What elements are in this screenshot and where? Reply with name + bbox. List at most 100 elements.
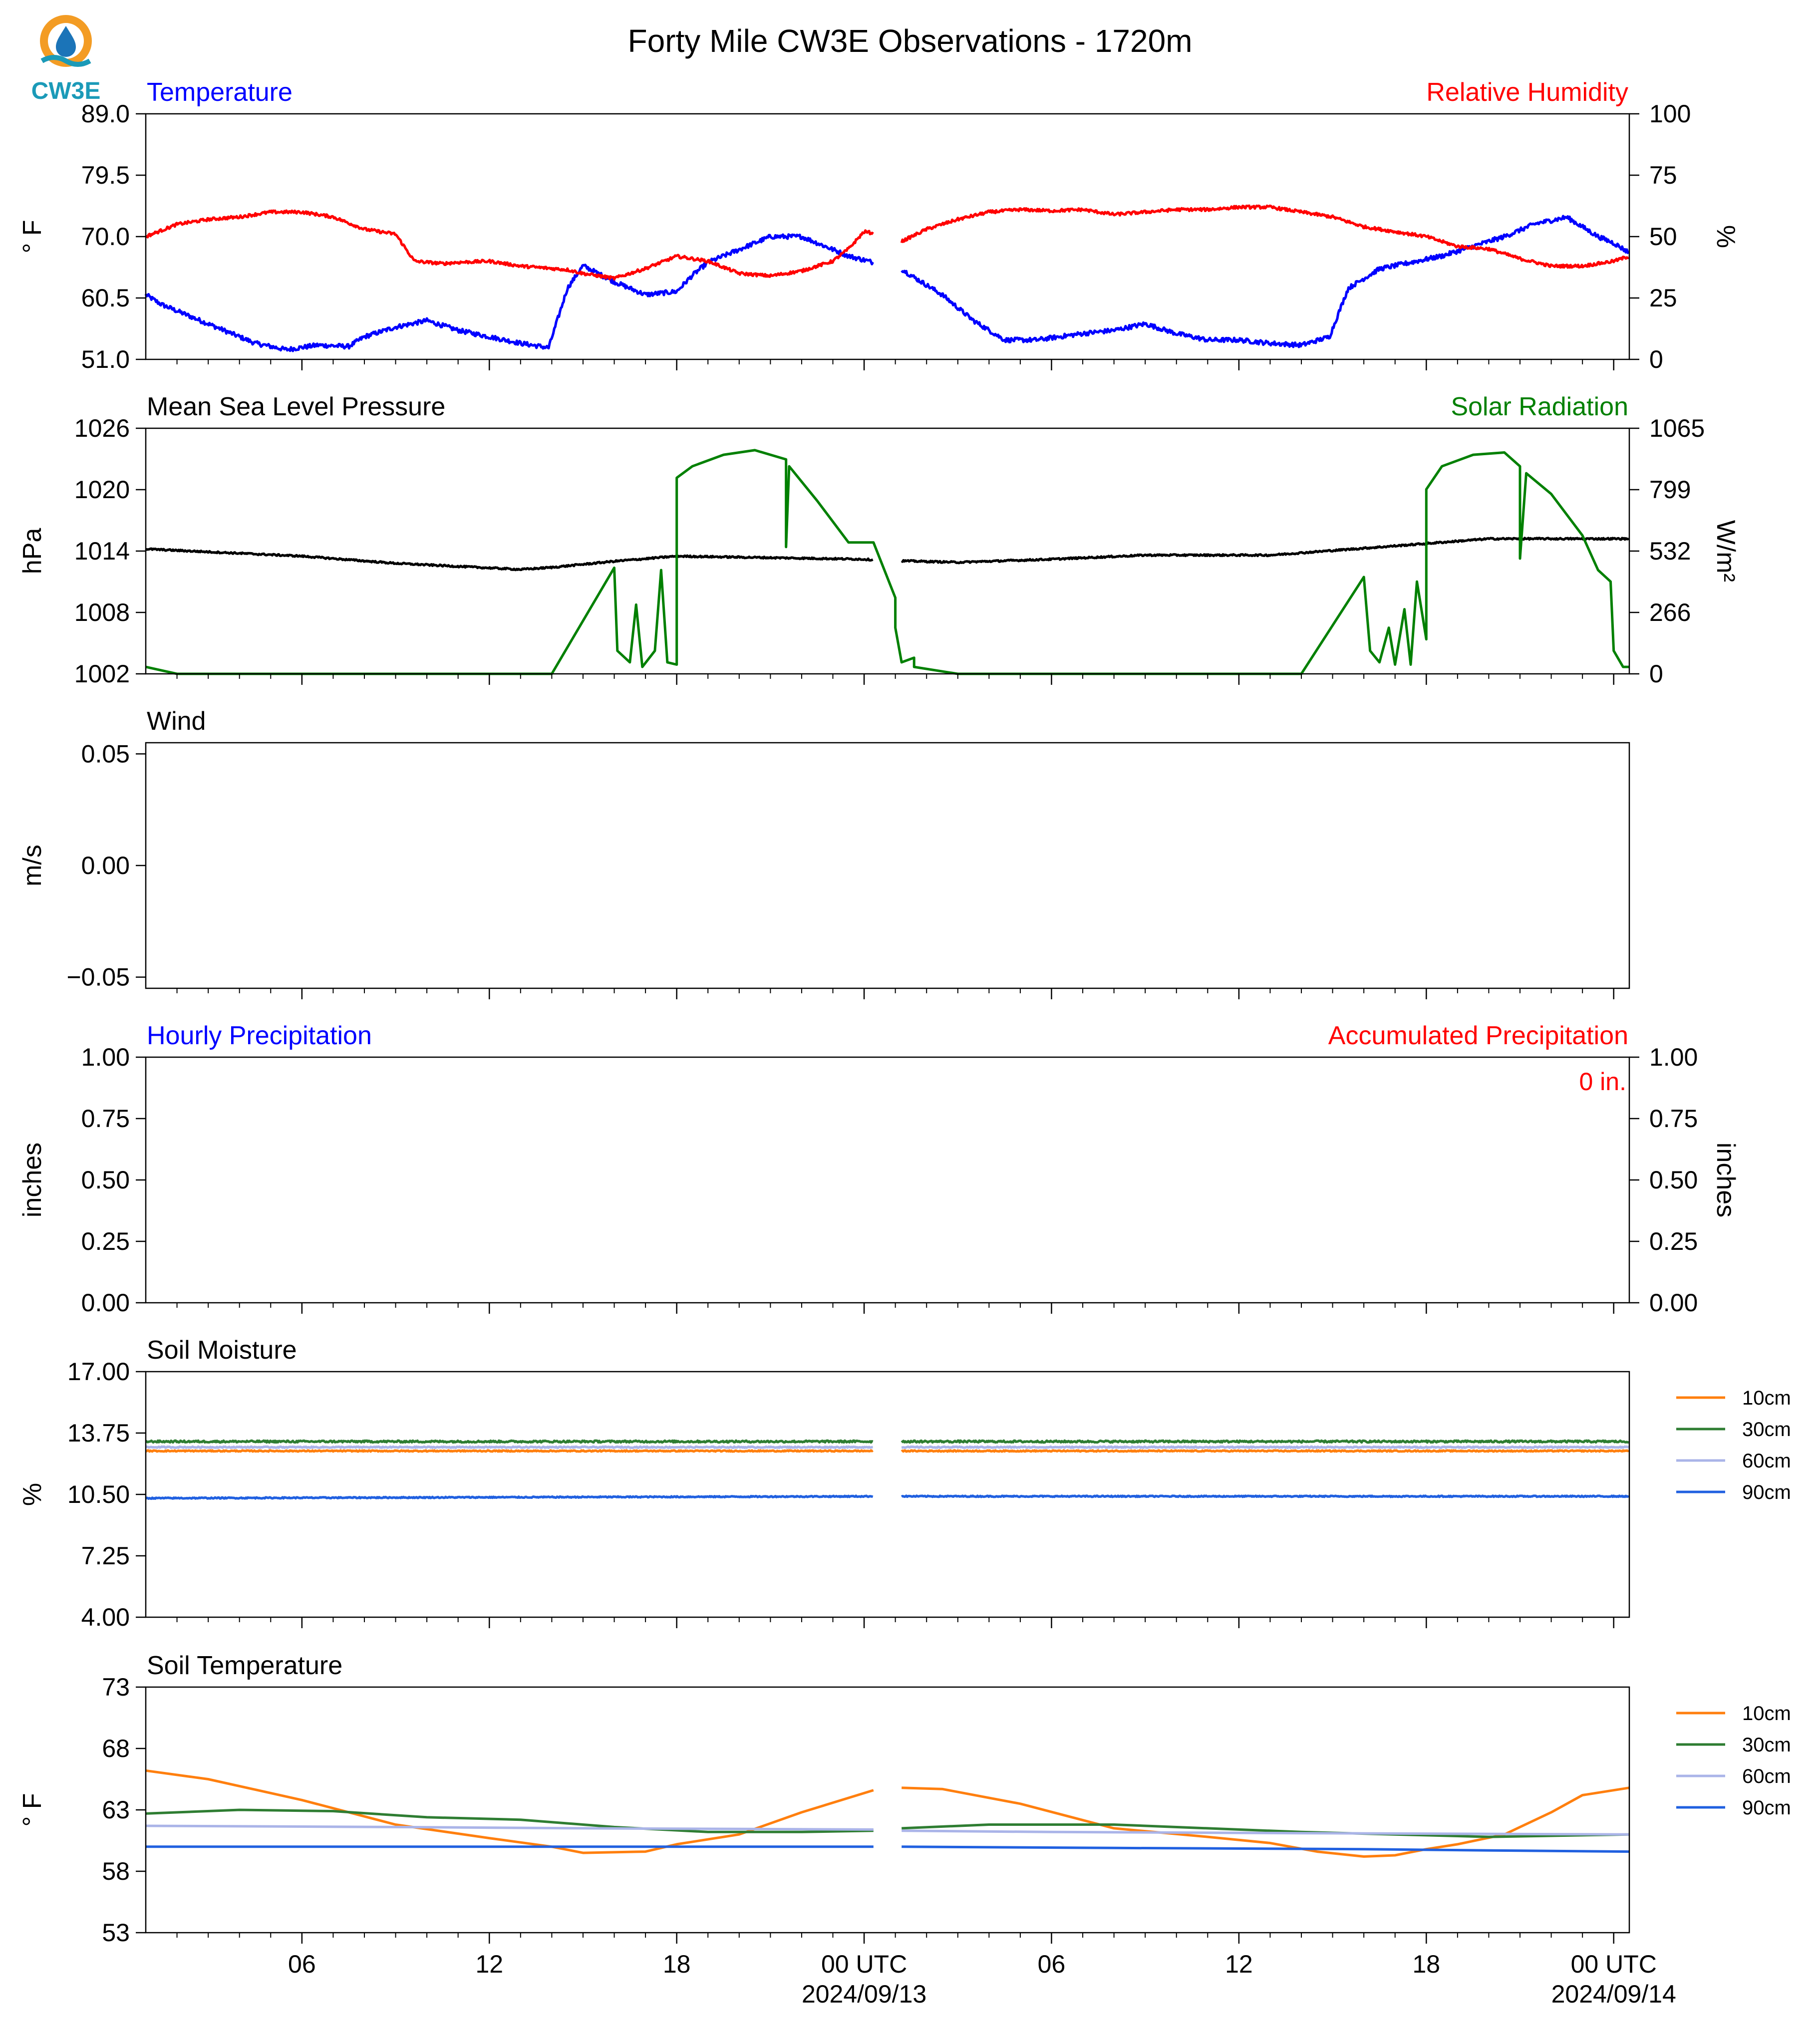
logo-drop-icon: [56, 26, 76, 57]
plot-frame: [145, 1686, 1630, 1934]
y-tick-label-left: 70.0: [81, 223, 130, 251]
x-tick-label: 12: [475, 1950, 503, 1978]
series-line-2: [145, 1808, 1630, 1838]
series-line-1: [145, 537, 1630, 572]
cw3e-logo: CW3E: [31, 15, 101, 104]
x-axis: [176, 359, 1614, 370]
panel-6-series: [145, 1769, 1630, 1858]
legend: 10cm 30cm 60cm 90cm: [1676, 1387, 1791, 1503]
panel-5-series: [145, 1439, 1630, 1500]
plot-frame: [145, 1371, 1630, 1618]
y-tick-label-right: 1065: [1649, 414, 1705, 442]
x-tick-label: 00 UTC: [821, 1950, 907, 1978]
y-axis-label-left: m/s: [18, 845, 47, 886]
y-tick-label-left: 60.5: [81, 284, 130, 312]
y-tick-label-left: 53: [102, 1919, 130, 1947]
panel-title-right: Relative Humidity: [1426, 78, 1628, 107]
y-tick-label-left: 1020: [74, 476, 130, 504]
left-y-axis: 4.00 7.25 10.50 13.75 17.00: [67, 1358, 146, 1631]
plot-frame: [145, 113, 1630, 360]
x-date-label: 2024/09/13: [802, 1980, 926, 2008]
x-axis: [176, 988, 1614, 999]
x-axis: [176, 1617, 1614, 1628]
y-tick-label-left: 17.00: [67, 1358, 130, 1386]
right-y-axis: 0 25 50 75 100: [1629, 100, 1691, 373]
right-y-axis: 0.00 0.25 0.50 0.75 1.00: [1629, 1043, 1698, 1317]
y-tick-label-right: 0: [1649, 345, 1663, 373]
y-tick-label-left: 4.00: [81, 1603, 130, 1631]
y-tick-label-left: 0.75: [81, 1105, 130, 1133]
y-tick-label-left: 0.00: [81, 852, 130, 879]
y-tick-label-left: 0.50: [81, 1166, 130, 1194]
y-axis-label-left: ° F: [18, 220, 47, 253]
y-tick-label-left: 1.00: [81, 1043, 130, 1071]
y-tick-label-left: 58: [102, 1857, 130, 1885]
series-line-1: [144, 215, 1630, 352]
x-axis: [176, 674, 1614, 685]
x-axis: [176, 1303, 1614, 1314]
series-line-4: [145, 1494, 1630, 1500]
y-tick-label-left: 0.00: [81, 1289, 130, 1317]
y-tick-label-right: 0: [1649, 660, 1663, 688]
legend-label: 90cm: [1742, 1797, 1791, 1819]
y-tick-label-left: 0.25: [81, 1227, 130, 1255]
y-axis-label-left: inches: [18, 1143, 47, 1217]
series-line-2: [145, 204, 1629, 281]
left-y-axis: −0.05 0.00 0.05: [66, 740, 146, 991]
series-line-3: [145, 1824, 1630, 1836]
y-axis-label-left: %: [18, 1483, 47, 1506]
panel-4: 0.00 0.25 0.50 0.75 1.00 0.00 0.25 0.50 0.75 1.00…: [18, 1021, 1740, 1317]
plot-frame: [145, 742, 1630, 989]
legend-label: 60cm: [1742, 1450, 1791, 1472]
y-tick-label-left: −0.05: [66, 963, 130, 991]
legend: 10cm 30cm 60cm 90cm: [1676, 1703, 1791, 1819]
y-tick-label-left: 73: [102, 1673, 130, 1701]
series-line-3: [145, 1445, 1629, 1449]
logo-text: CW3E: [31, 78, 101, 104]
y-axis-label-left: ° F: [18, 1793, 47, 1826]
series-line-2: [145, 449, 1629, 675]
y-axis-label-right: %: [1711, 225, 1740, 248]
y-tick-label-right: 75: [1649, 161, 1677, 189]
panel-2-series: [145, 449, 1630, 675]
y-tick-label-left: 1002: [74, 660, 130, 688]
y-tick-label-right: 0.25: [1649, 1227, 1698, 1255]
legend-label: 30cm: [1742, 1419, 1791, 1441]
series-line-4: [146, 1845, 1630, 1853]
y-tick-label-right: 266: [1649, 598, 1691, 626]
y-tick-label-left: 1026: [74, 414, 130, 442]
legend-label: 10cm: [1742, 1387, 1791, 1409]
y-tick-label-right: 0.00: [1649, 1289, 1698, 1317]
x-tick-label: 06: [288, 1950, 316, 1978]
left-y-axis: 1002 1008 1014 1020 1026: [74, 414, 146, 688]
panel-1: 51.0 60.5 70.0 79.5 89.0 0 25 50 75 100 Temperatur…: [18, 78, 1740, 373]
y-tick-label-left: 7.25: [81, 1542, 130, 1570]
accumulated-precip-value: 0 in.: [1579, 1068, 1626, 1096]
x-tick-label: 18: [663, 1950, 691, 1978]
legend-label: 60cm: [1742, 1765, 1791, 1787]
y-tick-label-right: 25: [1649, 284, 1677, 312]
x-tick-label: 00 UTC: [1571, 1950, 1657, 1978]
x-tick-label: 06: [1038, 1950, 1066, 1978]
panel-title-left: Mean Sea Level Pressure: [147, 392, 445, 421]
panel-title-left: Temperature: [147, 78, 293, 107]
y-tick-label-right: 532: [1649, 537, 1691, 565]
panel-6: 53 58 63 68 73 Soil Temperature ° F 10cm 30cm 60c…: [18, 1651, 1791, 2008]
panels: 51.0 60.5 70.0 79.5 89.0 0 25 50 75 100 Temperatur…: [18, 78, 1791, 2008]
y-tick-label-right: 100: [1649, 100, 1691, 128]
panel-title-left: Soil Temperature: [147, 1651, 342, 1680]
series-line-1: [145, 1449, 1630, 1453]
panel-title-left: Hourly Precipitation: [147, 1021, 372, 1050]
left-y-axis: 53 58 63 68 73: [102, 1673, 146, 1947]
legend-label: 10cm: [1742, 1703, 1791, 1725]
left-y-axis: 0.00 0.25 0.50 0.75 1.00: [81, 1043, 146, 1317]
x-tick-label: 18: [1412, 1950, 1440, 1978]
left-y-axis: 51.0 60.5 70.0 79.5 89.0: [81, 100, 146, 373]
logo-wave-icon: [40, 55, 91, 67]
y-tick-label-left: 13.75: [67, 1419, 130, 1447]
panel-5: 4.00 7.25 10.50 13.75 17.00 Soil Moisture% 10c…: [18, 1336, 1791, 1631]
y-tick-label-right: 1.00: [1649, 1043, 1698, 1071]
y-tick-label-left: 0.05: [81, 740, 130, 768]
